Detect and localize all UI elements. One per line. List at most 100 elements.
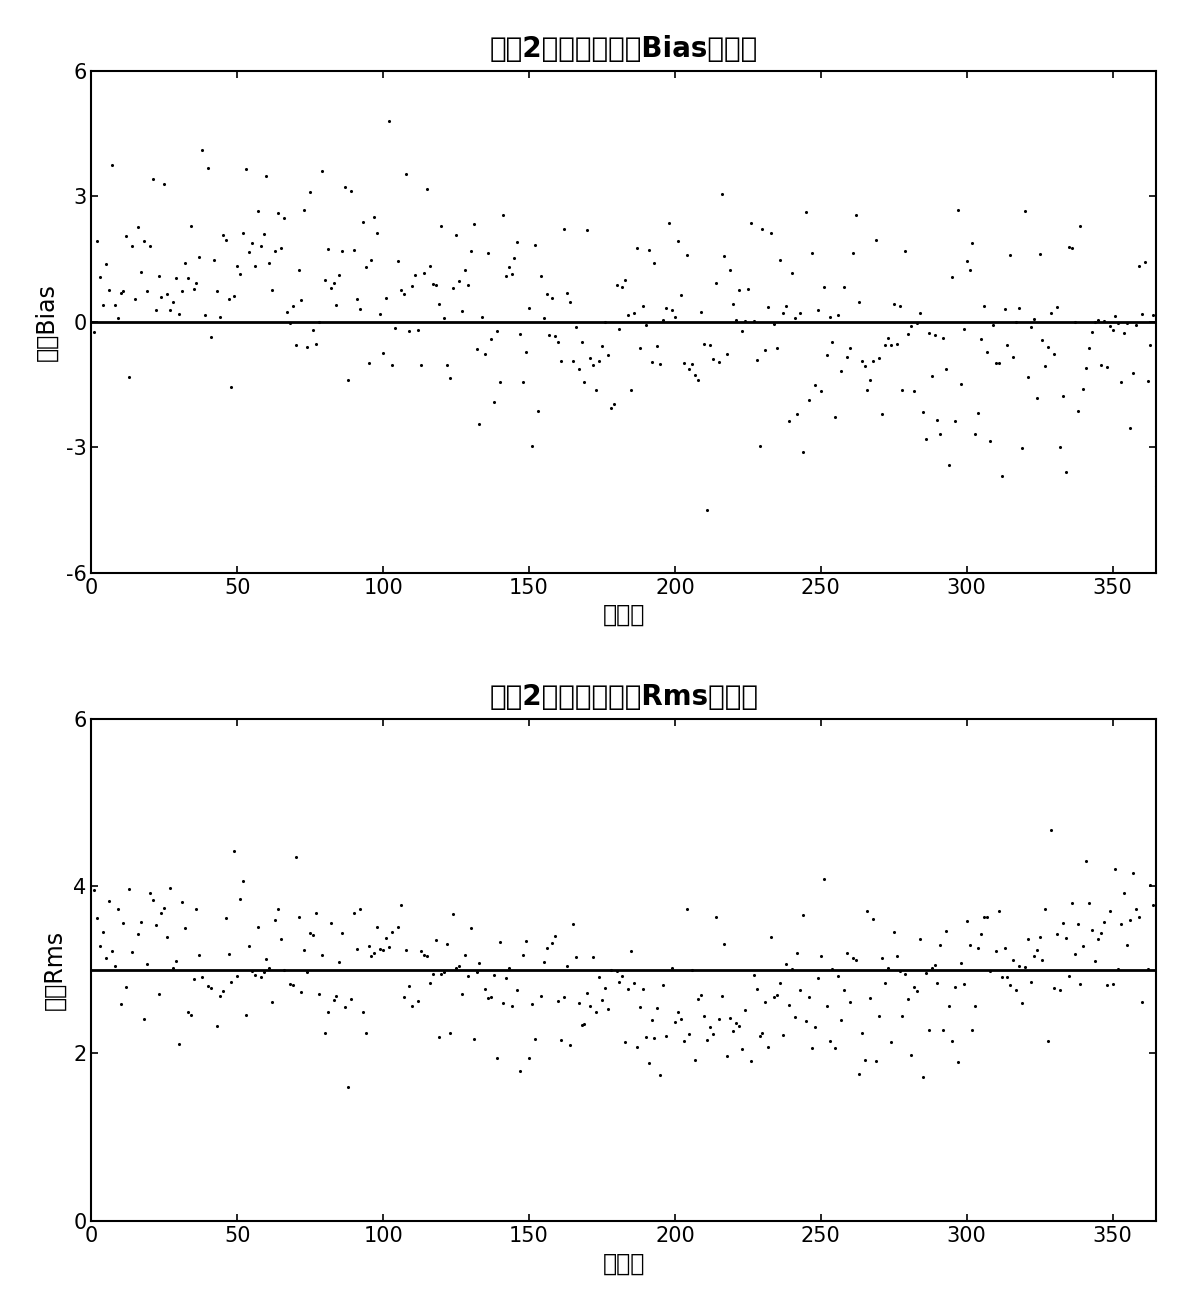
Point bbox=[266, 241, 285, 262]
Point bbox=[1095, 910, 1114, 931]
Point bbox=[380, 937, 399, 958]
Point bbox=[852, 1023, 871, 1044]
Point bbox=[642, 1009, 661, 1030]
Point bbox=[1097, 975, 1116, 996]
Point bbox=[843, 242, 862, 263]
Point bbox=[479, 988, 498, 1009]
Point bbox=[607, 274, 626, 295]
Point bbox=[432, 215, 451, 236]
Point bbox=[233, 870, 252, 891]
Point bbox=[884, 293, 903, 314]
Point bbox=[732, 1039, 752, 1060]
Point bbox=[183, 279, 202, 300]
Point bbox=[501, 263, 520, 284]
Point bbox=[718, 1045, 737, 1066]
Point bbox=[773, 303, 792, 324]
Point bbox=[120, 367, 139, 388]
Point bbox=[1121, 909, 1140, 930]
Point bbox=[893, 380, 912, 401]
Point bbox=[350, 299, 369, 320]
Point bbox=[459, 274, 478, 295]
Point bbox=[306, 903, 325, 924]
Point bbox=[260, 958, 279, 979]
Point bbox=[423, 274, 442, 295]
Point bbox=[169, 304, 188, 325]
Point bbox=[1091, 354, 1110, 375]
Point bbox=[382, 922, 401, 943]
Point bbox=[642, 351, 661, 372]
Point bbox=[628, 1036, 647, 1057]
Point bbox=[896, 241, 915, 262]
Point bbox=[531, 265, 550, 286]
Point bbox=[507, 980, 526, 1001]
Point bbox=[771, 250, 790, 271]
Point bbox=[141, 882, 160, 903]
Point bbox=[304, 925, 323, 946]
Point bbox=[146, 914, 166, 935]
Point bbox=[682, 354, 701, 375]
Point bbox=[85, 321, 104, 342]
Point bbox=[952, 952, 971, 973]
Point bbox=[1004, 950, 1023, 971]
Point bbox=[322, 913, 341, 934]
Point bbox=[928, 409, 947, 430]
Point bbox=[102, 155, 121, 176]
Point bbox=[785, 1006, 804, 1027]
Point bbox=[161, 878, 180, 899]
Point bbox=[676, 244, 696, 265]
Point bbox=[1022, 316, 1041, 337]
Point bbox=[272, 237, 291, 258]
Point bbox=[169, 1034, 188, 1055]
Point bbox=[706, 907, 725, 927]
Point bbox=[193, 967, 212, 988]
Point bbox=[376, 288, 395, 309]
Point bbox=[225, 286, 244, 307]
Point bbox=[925, 325, 944, 346]
Point bbox=[470, 414, 490, 435]
Point bbox=[199, 976, 218, 997]
Point bbox=[759, 1036, 778, 1057]
Point bbox=[406, 265, 425, 286]
Point bbox=[429, 1026, 448, 1047]
Point bbox=[1097, 356, 1116, 377]
Point bbox=[958, 910, 977, 931]
Point bbox=[779, 410, 798, 431]
Point bbox=[721, 1007, 740, 1028]
Point bbox=[280, 313, 299, 334]
Point bbox=[668, 231, 687, 252]
Point bbox=[222, 971, 241, 992]
Point bbox=[700, 335, 719, 356]
Point bbox=[640, 1052, 659, 1073]
Point bbox=[237, 159, 256, 179]
Point bbox=[700, 1017, 719, 1038]
Point bbox=[370, 939, 389, 960]
Point bbox=[616, 270, 635, 291]
Point bbox=[1018, 367, 1037, 388]
Point bbox=[455, 259, 474, 280]
Point bbox=[960, 934, 979, 955]
Point bbox=[841, 338, 860, 359]
Point bbox=[481, 986, 500, 1007]
Point bbox=[788, 403, 807, 424]
Point bbox=[254, 962, 273, 982]
Point bbox=[316, 269, 335, 290]
Point bbox=[1050, 980, 1070, 1001]
Point bbox=[189, 246, 208, 267]
Point bbox=[222, 377, 241, 398]
Point bbox=[278, 301, 297, 322]
Point bbox=[881, 1032, 900, 1053]
Point bbox=[260, 252, 279, 272]
Point bbox=[712, 985, 731, 1006]
Point bbox=[555, 219, 574, 240]
Point bbox=[1103, 973, 1122, 994]
Point bbox=[587, 1001, 606, 1022]
Point bbox=[735, 310, 754, 331]
Point bbox=[878, 328, 897, 348]
Point bbox=[913, 402, 933, 423]
Point bbox=[823, 959, 842, 980]
Point bbox=[108, 899, 127, 920]
Point bbox=[1010, 955, 1029, 976]
Point bbox=[817, 996, 836, 1017]
Point bbox=[837, 346, 856, 367]
Point bbox=[578, 220, 597, 241]
